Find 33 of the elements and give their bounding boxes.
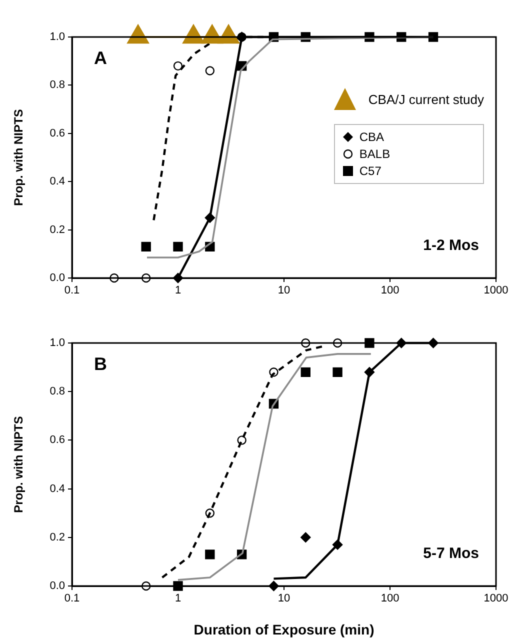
annotation: B: [94, 354, 107, 374]
y-tick-label: 0.8: [50, 79, 65, 92]
x-tick-label: 1: [174, 592, 182, 605]
x-tick-label: 1: [174, 284, 182, 297]
y-tick-label: 0.6: [50, 434, 65, 446]
y-tick-label: 1.0: [50, 31, 65, 44]
y-tick-label: 0.0: [50, 580, 65, 592]
x-tick-label: 1000: [484, 592, 508, 605]
annotation: 1-2 Mos: [423, 237, 479, 254]
y-tick-label: 0.0: [50, 272, 65, 284]
x-tick-label: 10: [278, 592, 290, 605]
x-tick-label: 1000: [484, 284, 508, 297]
y-tick-label: 0.4: [50, 176, 65, 188]
y-tick-label: 0.2: [50, 224, 65, 236]
y-tick-label: 0.2: [50, 531, 65, 544]
x-tick-label: 0.1: [64, 592, 80, 605]
y-tick-label: 0.8: [50, 386, 65, 398]
x-axis-title: Duration of Exposure (min): [194, 621, 374, 638]
legend-label: CBA/J current study: [368, 92, 484, 106]
legend-label: CBA: [359, 130, 384, 144]
y-axis-title: Prop. with NIPTS: [12, 416, 26, 513]
x-tick-label: 10: [278, 284, 290, 297]
y-axis-title: Prop. with NIPTS: [12, 109, 26, 206]
annotation: A: [94, 48, 107, 68]
x-tick-label: 100: [380, 284, 400, 297]
legend-label: BALB: [359, 147, 390, 161]
y-tick-label: 1.0: [50, 337, 65, 350]
x-tick-label: 0.1: [64, 284, 80, 297]
y-tick-label: 0.6: [50, 127, 65, 140]
y-tick-label: 0.4: [50, 482, 65, 495]
x-tick-label: 100: [380, 592, 400, 605]
legend-label: C57: [359, 164, 382, 178]
annotation: 5-7 Mos: [423, 545, 479, 562]
